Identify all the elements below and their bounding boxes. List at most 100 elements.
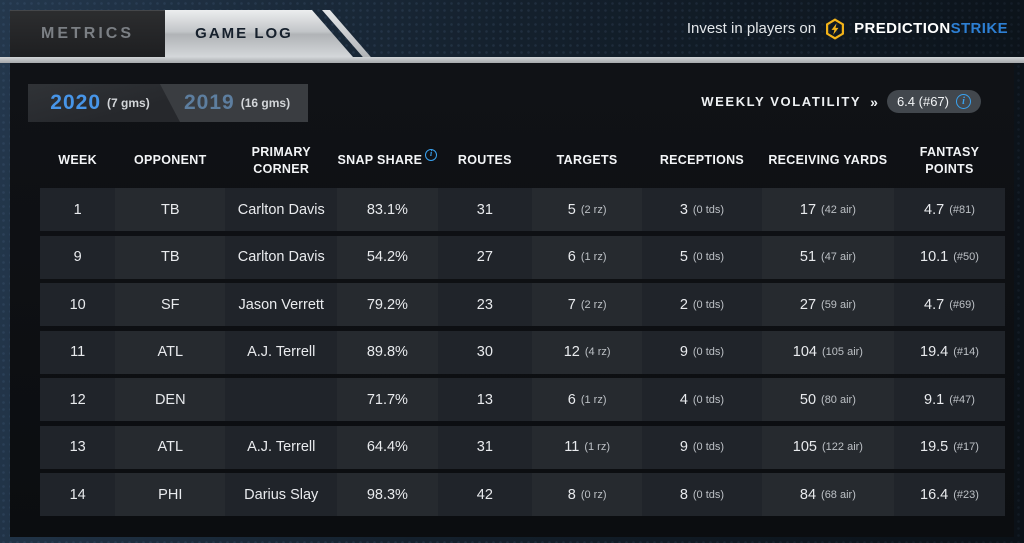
- column-header-label: ROUTES: [457, 153, 512, 168]
- table-cell: PHI: [115, 473, 225, 516]
- table-cell: 79.2%: [337, 283, 437, 326]
- game-log-table: WEEK OPPONENT PRIMARY CORNER SNAP SHARE i ROU…: [40, 133, 1005, 521]
- column-header-primary-corner: PRIMARY CORNER: [225, 144, 337, 177]
- table-cell: 4.7 (#81): [924, 201, 975, 218]
- chevron-right-icon: »: [870, 93, 878, 110]
- column-header-label: SNAP SHARE: [337, 153, 423, 168]
- promo-text: Invest in players on: [686, 20, 817, 37]
- table-cell: 12: [69, 391, 86, 408]
- column-header-label: OPPONENT: [133, 153, 207, 168]
- table-row: 12 DEN 71.7% 13 6 (1 rz) 4 (0 tds) 50 (80 air) 9.1…: [40, 378, 1005, 421]
- table-cell: 30: [476, 344, 493, 360]
- table-cell: 3 (0 tds): [679, 201, 725, 218]
- predictionstrike-promo-link[interactable]: Invest in players on PREDICTIONSTRIKE: [687, 0, 1008, 57]
- table-cell: 19.5 (#17): [920, 439, 979, 455]
- top-bar: METRICS GAME LOG Invest in players on PR…: [0, 0, 1024, 57]
- table-row: 9 TB Carlton Davis 54.2% 27 6 (1 rz) 5 (0 tds) 51…: [40, 235, 1005, 279]
- table-cell: 7 (2 rz): [532, 283, 642, 326]
- season-games-count: (7 gms): [107, 96, 150, 110]
- table-cell: 71.7%: [337, 378, 437, 421]
- table-cell: 6 (1 rz): [532, 236, 642, 279]
- table-row: 14 PHI Darius Slay 98.3% 42 8 (0 rz) 8 (0 tds) 84…: [40, 473, 1005, 516]
- tab-metrics-label: METRICS: [41, 25, 134, 42]
- volatility-value-pill: 6.4 (#67) i: [886, 90, 981, 113]
- table-cell: 64.4%: [337, 426, 437, 469]
- table-cell: TB: [115, 188, 225, 231]
- table-cell: 9.1 (#47): [924, 391, 975, 408]
- table-cell: 16.4 (#23): [920, 486, 979, 503]
- info-icon[interactable]: i: [425, 148, 438, 161]
- tab-metrics[interactable]: METRICS: [10, 10, 165, 57]
- table-cell: 8 (0 tds): [679, 486, 725, 503]
- table-cell: 4 (0 tds): [679, 391, 725, 408]
- season-year: 2020: [50, 91, 102, 114]
- table-header-row: WEEK OPPONENT PRIMARY CORNER SNAP SHARE i ROU…: [40, 133, 1005, 188]
- table-cell: 23: [476, 296, 493, 313]
- table-row: 1 TB Carlton Davis 83.1% 31 5 (2 rz) 3 (0 tds) 17…: [40, 188, 1005, 231]
- info-icon[interactable]: i: [956, 94, 971, 109]
- table-cell: 13: [69, 439, 86, 455]
- table-cell: [225, 378, 337, 421]
- column-header-fantasy-points: FANTASY POINTS: [894, 144, 1005, 177]
- table-cell: 11: [70, 344, 86, 360]
- table-cell: 11 (1 rz): [532, 426, 642, 469]
- table-cell: TB: [115, 236, 225, 279]
- table-cell: 54.2%: [337, 236, 437, 279]
- table-cell: 98.3%: [337, 473, 437, 516]
- brand-prediction: PREDICTION: [854, 20, 951, 37]
- table-cell: 31: [476, 439, 493, 455]
- table-cell: A.J. Terrell: [247, 344, 316, 360]
- table-cell: 8 (0 rz): [532, 473, 642, 516]
- table-cell: 104 (105 air): [762, 331, 894, 374]
- column-header-label: FANTASY POINTS: [919, 145, 980, 176]
- season-year: 2019: [184, 91, 235, 114]
- column-header-label: RECEPTIONS: [659, 153, 745, 168]
- season-tab-2019[interactable]: 2019 (16 gms): [166, 84, 308, 122]
- column-header-snap-share: SNAP SHARE i: [337, 148, 438, 168]
- table-cell: 13: [476, 391, 493, 408]
- tab-game-log-label: GAME LOG: [195, 25, 293, 42]
- table-cell: Carlton Davis: [237, 201, 325, 218]
- column-header-label: RECEIVING YARDS: [768, 153, 888, 168]
- season-games-count: (16 gms): [240, 96, 291, 110]
- table-cell: 10.1 (#50): [920, 249, 979, 265]
- table-cell: DEN: [115, 378, 225, 421]
- tab-game-log[interactable]: GAME LOG: [165, 10, 353, 57]
- column-header-label: WEEK: [58, 153, 97, 168]
- table-row: 13 ATL A.J. Terrell 64.4% 31 11 (1 rz) 9 (0 tds)…: [40, 425, 1005, 469]
- column-header-receiving-yards: RECEIVING YARDS: [762, 152, 894, 168]
- content-panel: 2020 (7 gms) 2019 (16 gms) WEEKLY VOLATI…: [10, 63, 1014, 537]
- header-divider-bar: [0, 57, 1024, 63]
- table-row: 10 SF Jason Verrett 79.2% 23 7 (2 rz) 2 (0 tds) 2…: [40, 283, 1005, 326]
- table-cell: 10: [69, 296, 86, 313]
- brand-wordmark: PREDICTIONSTRIKE: [854, 20, 1008, 37]
- table-cell: 4.7 (#69): [924, 296, 975, 313]
- table-cell: 42: [476, 486, 493, 503]
- brand-strike: STRIKE: [950, 20, 1008, 37]
- table-cell: ATL: [115, 426, 225, 469]
- table-cell: 31: [476, 201, 493, 218]
- table-cell: 5 (2 rz): [532, 188, 642, 231]
- weekly-volatility: WEEKLY VOLATILITY » 6.4 (#67) i: [701, 90, 981, 113]
- weekly-volatility-label: WEEKLY VOLATILITY: [701, 94, 862, 109]
- table-cell: 9: [73, 249, 82, 265]
- table-cell: 1: [73, 201, 82, 218]
- column-header-routes: ROUTES: [438, 152, 533, 168]
- table-cell: 27 (59 air): [762, 283, 894, 326]
- table-cell: 12 (4 rz): [532, 331, 642, 374]
- table-cell: 50 (80 air): [762, 378, 894, 421]
- column-header-label: PRIMARY CORNER: [251, 145, 311, 176]
- table-cell: 51 (47 air): [762, 236, 894, 279]
- lightning-hexagon-icon: [824, 17, 846, 40]
- table-cell: 84 (68 air): [762, 473, 894, 516]
- column-header-week: WEEK: [40, 152, 115, 168]
- season-tab-2020[interactable]: 2020 (7 gms): [28, 84, 180, 122]
- table-cell: 14: [69, 486, 86, 503]
- table-cell: ATL: [115, 331, 225, 374]
- table-cell: 89.8%: [337, 331, 437, 374]
- volatility-value: 6.4 (#67): [896, 94, 949, 109]
- table-cell: 105 (122 air): [762, 426, 894, 469]
- table-cell: 5 (0 tds): [679, 249, 725, 265]
- table-cell: 83.1%: [337, 188, 437, 231]
